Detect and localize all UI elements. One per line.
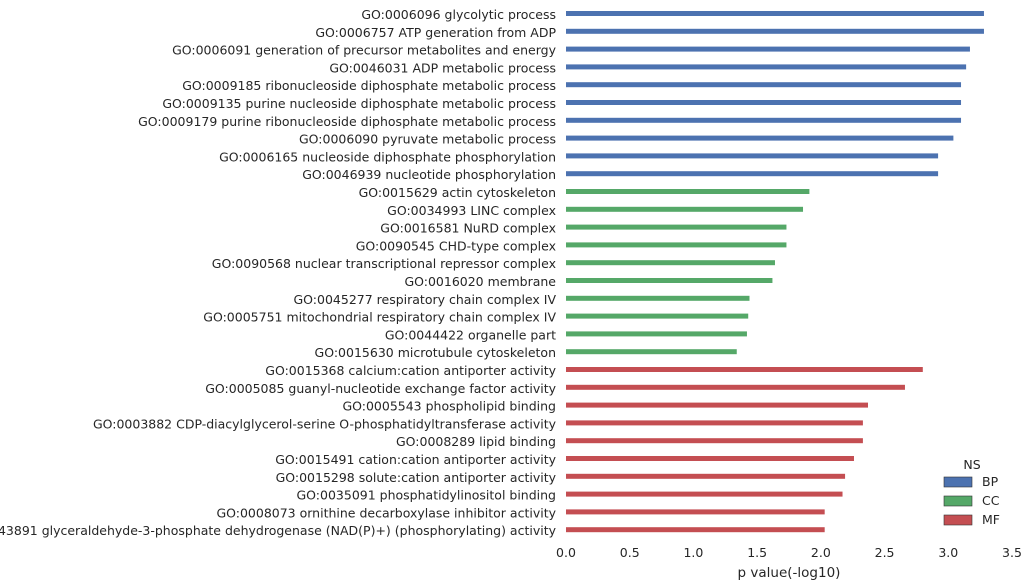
bar xyxy=(566,420,863,426)
bar xyxy=(566,509,825,515)
category-label: GO:0006757 ATP generation from ADP xyxy=(315,25,556,40)
legend-label: BP xyxy=(982,474,999,489)
bar xyxy=(566,473,846,479)
category-label: GO:0015298 solute:cation antiporter acti… xyxy=(276,470,557,485)
category-label: GO:0005543 phospholipid binding xyxy=(342,399,556,414)
bar xyxy=(566,456,854,461)
category-label: GO:0008289 lipid binding xyxy=(396,434,556,449)
category-label: GO:0045277 respiratory chain complex IV xyxy=(294,292,557,307)
category-label: GO:0090545 CHD-type complex xyxy=(356,238,556,253)
bar xyxy=(566,438,863,444)
bars xyxy=(566,11,984,533)
category-label: GO:0009179 purine ribonucleoside diphosp… xyxy=(138,114,556,129)
category-label: GO:0006165 nucleoside diphosphate phosph… xyxy=(219,149,556,164)
bar xyxy=(566,46,970,52)
category-label: GO:0006090 pyruvate metabolic process xyxy=(299,132,556,147)
category-label: GO:0006096 glycolytic process xyxy=(361,7,556,22)
bar xyxy=(566,64,967,70)
bar xyxy=(566,527,825,533)
legend-label: MF xyxy=(982,512,1000,527)
x-tick-label: 0.5 xyxy=(620,545,640,560)
category-label: GO:0005085 guanyl-nucleotide exchange fa… xyxy=(205,381,556,396)
bar xyxy=(566,242,787,248)
bar xyxy=(566,349,737,355)
category-label: GO:0005751 mitochondrial respiratory cha… xyxy=(203,310,556,325)
bar xyxy=(566,153,939,159)
category-label: GO:0046031 ADP metabolic process xyxy=(329,60,556,75)
category-label: GO:0044422 organelle part xyxy=(385,327,556,342)
x-tick-labels: 0.0 0.5 1.0 1.5 2.0 2.5 3.0 3.5 xyxy=(556,545,1022,560)
x-tick-label: 3.0 xyxy=(938,545,958,560)
bar xyxy=(566,135,954,141)
category-label: GO:0090568 nuclear transcriptional repre… xyxy=(212,256,556,271)
category-labels: GO:0006096 glycolytic process GO:0006757 … xyxy=(0,7,557,538)
bar xyxy=(566,384,905,390)
category-label: GO:0006091 generation of precursor metab… xyxy=(172,43,557,58)
bar xyxy=(566,224,787,230)
legend-title: NS xyxy=(963,457,980,472)
category-label: GO:0046939 nucleotide phosphorylation xyxy=(302,167,556,182)
bar xyxy=(566,206,804,212)
bar xyxy=(566,331,747,337)
category-label: GO:0034993 LINC complex xyxy=(387,203,556,218)
bar xyxy=(566,189,810,194)
x-tick-label: 0.0 xyxy=(556,545,576,560)
bar xyxy=(566,402,869,408)
category-label: GO:0015630 microtubule cytoskeleton xyxy=(315,345,556,360)
legend-swatch xyxy=(943,495,973,507)
category-label: GO:0009135 purine nucleoside diphosphate… xyxy=(162,96,556,111)
bar xyxy=(566,313,749,319)
category-label: GO:0035091 phosphatidylinositol binding xyxy=(297,488,557,503)
category-label: GO:0003882 CDP-diacylglycerol-serine O-p… xyxy=(93,416,557,431)
x-tick-label: 2.0 xyxy=(811,545,831,560)
bar xyxy=(566,295,750,301)
category-label: GO:0008073 ornithine decarboxylase inhib… xyxy=(216,505,556,520)
legend-swatch xyxy=(943,514,973,526)
x-tick-label: 1.5 xyxy=(747,545,767,560)
category-label: GO:0015629 actin cytoskeleton xyxy=(359,185,556,200)
category-label: GO:0043891 glyceraldehyde-3-phosphate de… xyxy=(0,523,557,538)
bar xyxy=(566,171,939,177)
bar xyxy=(566,28,984,34)
category-label: GO:0015368 calcium:cation antiporter act… xyxy=(265,363,556,378)
category-label: GO:0016581 NuRD complex xyxy=(380,221,556,236)
legend: NS BP CC MF xyxy=(943,457,1000,527)
x-tick-label: 3.5 xyxy=(1002,545,1022,560)
x-axis-label: p value(-log10) xyxy=(738,565,841,581)
bar xyxy=(566,260,775,266)
category-label: GO:0016020 membrane xyxy=(404,274,556,289)
bar xyxy=(566,11,984,16)
category-label: GO:0015491 cation:cation antiporter acti… xyxy=(275,452,556,467)
bar xyxy=(566,367,923,372)
bar xyxy=(566,117,962,123)
x-tick-label: 2.5 xyxy=(875,545,895,560)
bar xyxy=(566,278,773,283)
bar xyxy=(566,100,962,105)
legend-label: CC xyxy=(982,493,1000,508)
category-label: GO:0009185 ribonucleoside diphosphate me… xyxy=(182,78,556,93)
legend-swatch xyxy=(943,476,973,488)
bar xyxy=(566,82,962,88)
bar xyxy=(566,491,843,497)
x-tick-label: 1.0 xyxy=(683,545,703,560)
